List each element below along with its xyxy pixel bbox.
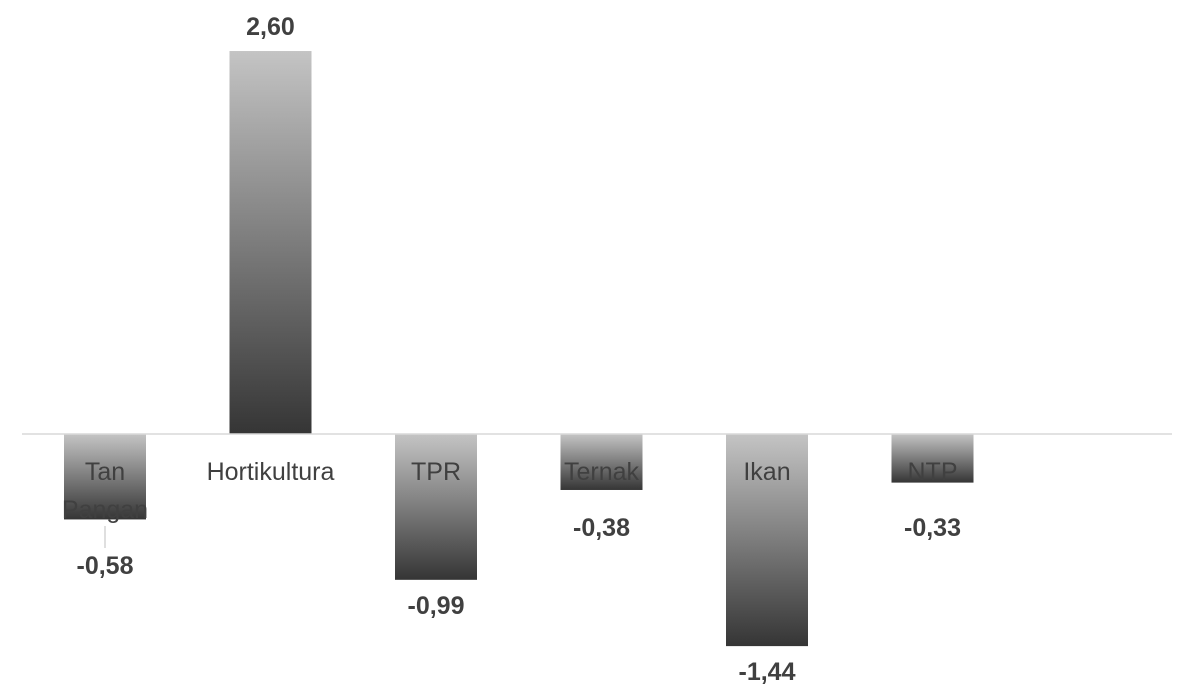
value-label: -0,58 — [77, 552, 134, 580]
category-label: Ternak — [564, 458, 640, 486]
bars — [64, 51, 974, 647]
value-label: 2,60 — [246, 13, 295, 41]
category-label: Hortikultura — [207, 458, 335, 486]
bar — [726, 434, 808, 647]
category-label: NTP — [908, 458, 958, 486]
value-label: -1,44 — [739, 658, 796, 684]
category-label: TPR — [411, 458, 461, 486]
category-label: Tan Pangan — [62, 458, 148, 524]
value-label: -0,33 — [904, 514, 961, 542]
bar — [891, 434, 974, 483]
value-labels: -0,58 2,60 -0,99 -0,38 -1,44 -0,33 — [77, 13, 961, 684]
bar — [560, 434, 643, 490]
value-label: -0,38 — [573, 514, 630, 542]
category-label: Ikan — [743, 458, 790, 486]
bar — [395, 434, 477, 580]
bar — [229, 51, 312, 435]
bar — [64, 434, 146, 520]
value-label: -0,99 — [408, 592, 465, 620]
category-labels: Tan Pangan Hortikultura TPR Ternak Ikan NTP — [62, 458, 958, 524]
